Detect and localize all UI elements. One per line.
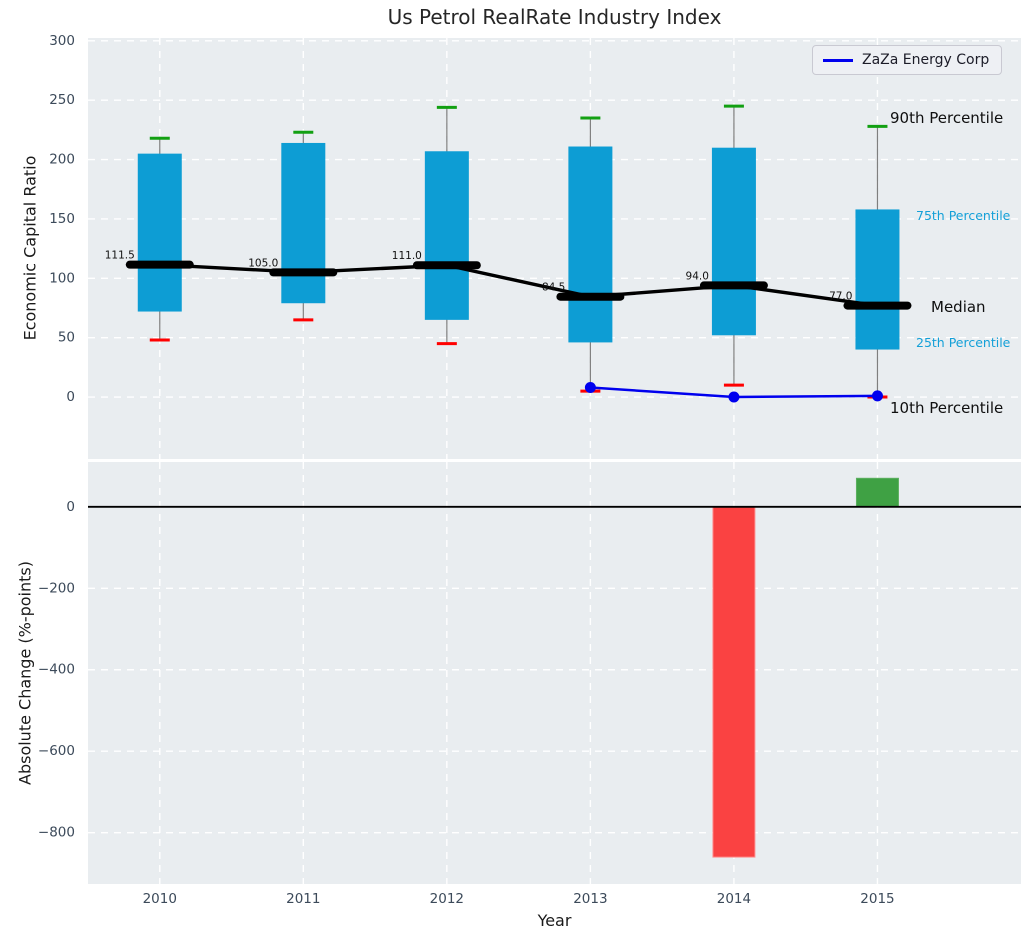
zaza-marker-2014: [728, 391, 740, 403]
median-value-label-2013: 84.5: [542, 282, 565, 294]
ytick-bottom-0: 0: [66, 499, 75, 515]
zaza-marker-2013: [584, 382, 596, 394]
annotation-75th-percentile: 75th Percentile: [916, 208, 1011, 223]
iqr-box-2012: [424, 151, 469, 320]
ytick-bottom--400: −400: [38, 662, 75, 678]
iqr-box-2015: [855, 209, 900, 350]
legend: ZaZa Energy Corp: [812, 45, 1003, 75]
ytick-top-150: 150: [49, 211, 75, 227]
annotation-90th-percentile: 90th Percentile: [890, 109, 1004, 127]
annotation-median: Median: [931, 298, 986, 316]
xtick-2014: 2014: [717, 891, 751, 907]
legend-line-swatch: [823, 58, 853, 62]
annotation-25th-percentile: 25th Percentile: [916, 335, 1011, 350]
iqr-box-2013: [568, 146, 613, 343]
xtick-2012: 2012: [430, 891, 464, 907]
median-value-label-2014: 94.0: [686, 270, 709, 282]
xtick-2010: 2010: [143, 891, 177, 907]
median-value-label-2015: 77.0: [829, 291, 852, 303]
ytick-top-200: 200: [49, 152, 75, 168]
ytick-bottom--800: −800: [38, 825, 75, 841]
ytick-top-300: 300: [49, 33, 75, 49]
ytick-top-0: 0: [66, 389, 75, 405]
median-value-label-2012: 111.0: [392, 250, 422, 262]
ytick-top-50: 50: [58, 330, 75, 346]
median-value-label-2011: 105.0: [248, 257, 278, 269]
median-value-label-2010: 111.5: [105, 250, 135, 262]
ytick-bottom--600: −600: [38, 743, 75, 759]
change-bar-2014: [712, 506, 756, 858]
xtick-2013: 2013: [573, 891, 607, 907]
ytick-bottom--200: −200: [38, 580, 75, 596]
ytick-top-100: 100: [49, 270, 75, 286]
ytick-top-250: 250: [49, 92, 75, 108]
iqr-box-2014: [711, 147, 756, 336]
y-axis-label-top: Economic Capital Ratio: [20, 155, 40, 341]
annotation-10th-percentile: 10th Percentile: [890, 399, 1004, 417]
iqr-box-2010: [137, 153, 182, 312]
chart-title: Us Petrol RealRate Industry Index: [387, 5, 722, 29]
y-axis-label-bottom: Absolute Change (%-points): [15, 561, 35, 785]
xtick-2015: 2015: [860, 891, 894, 907]
x-axis-label: Year: [537, 911, 572, 930]
zaza-marker-2015: [871, 390, 883, 402]
change-bar-2015: [855, 477, 899, 508]
bottom-panel-background: [88, 462, 1021, 884]
iqr-box-2011: [281, 142, 326, 304]
legend-series-label: ZaZa Energy Corp: [862, 52, 990, 68]
xtick-2011: 2011: [286, 891, 320, 907]
